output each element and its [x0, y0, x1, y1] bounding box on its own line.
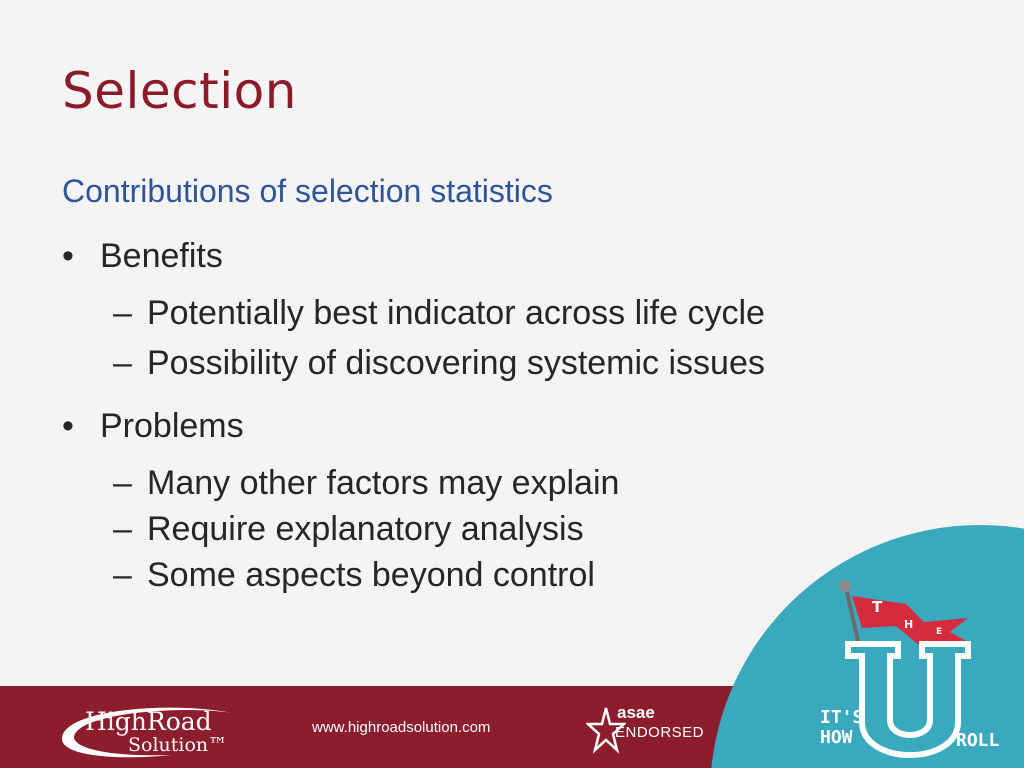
badge-text-right: ROLL: [956, 730, 1000, 751]
the-u-badge: T H E: [839, 580, 971, 758]
bullet-symbol: •: [62, 237, 74, 275]
sub-bullet: – Potentially best indicator across life …: [113, 294, 765, 333]
slide-subtitle: Contributions of selection statistics: [62, 173, 553, 209]
bullet-symbol: •: [62, 407, 74, 445]
logo-text: HighRoad: [85, 707, 212, 736]
flag-letter-e: E: [936, 627, 942, 637]
dash-symbol: –: [113, 344, 132, 382]
asae-star-icon: [586, 707, 626, 754]
footer-url: www.highroadsolution.com: [312, 719, 491, 736]
bullet-benefits: • Benefits: [62, 237, 223, 276]
dash-symbol: –: [113, 556, 132, 594]
asae-label: asae: [617, 703, 655, 722]
logo-text: Solution™: [128, 734, 228, 756]
sub-bullet: – Many other factors may explain: [113, 464, 619, 503]
sub-bullet-text: Require explanatory analysis: [147, 510, 584, 548]
flag-letter-t: T: [872, 598, 883, 616]
sub-bullet: – Require explanatory analysis: [113, 510, 584, 549]
endorsed-label: ENDORSED: [615, 724, 705, 741]
bullet-label: Problems: [100, 407, 244, 445]
sub-bullet-text: Potentially best indicator across life c…: [147, 294, 765, 332]
dash-symbol: –: [113, 464, 132, 502]
slide-title: Selection: [62, 62, 297, 120]
sub-bullet: – Some aspects beyond control: [113, 556, 595, 595]
sub-bullet-text: Many other factors may explain: [147, 464, 620, 502]
sub-bullet-text: Possibility of discovering systemic issu…: [147, 344, 765, 382]
sub-bullet-text: Some aspects beyond control: [147, 556, 595, 594]
badge-text-left: IT'S HOW: [820, 708, 863, 748]
sub-bullet: – Possibility of discovering systemic iss…: [113, 344, 765, 383]
bullet-problems: • Problems: [62, 407, 244, 446]
flag-letter-h: H: [904, 618, 913, 631]
bullet-label: Benefits: [100, 237, 223, 275]
badge-text: IT'S: [820, 707, 864, 728]
dash-symbol: –: [113, 294, 132, 332]
dash-symbol: –: [113, 510, 132, 548]
badge-text: HOW: [820, 727, 853, 748]
